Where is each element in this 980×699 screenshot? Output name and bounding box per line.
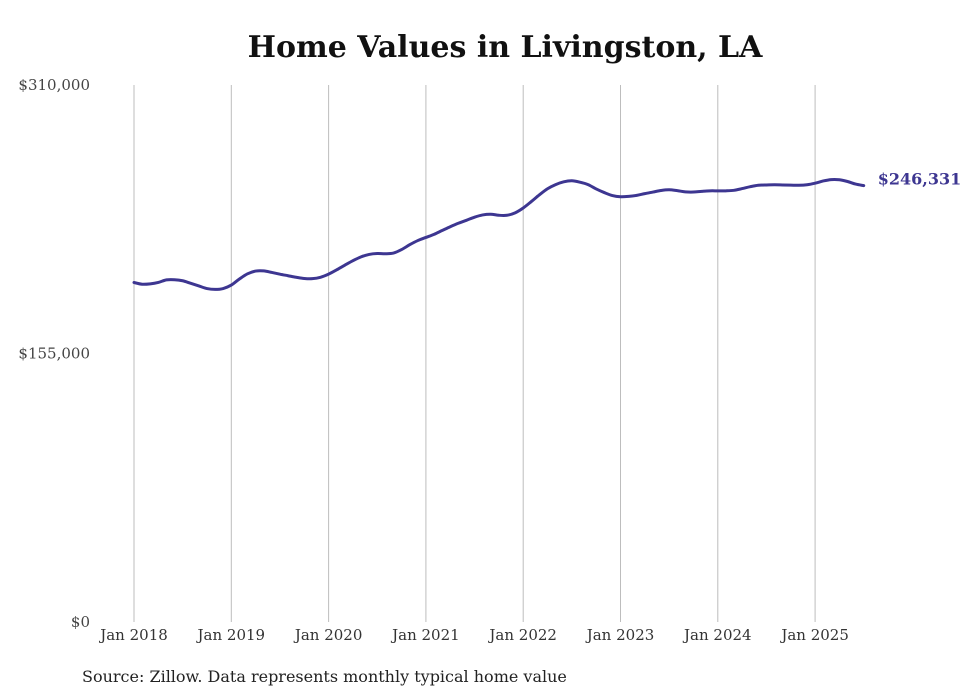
x-axis-ticks: Jan 2018 Jan 2019 Jan 2020 Jan 2021 Jan 2022… <box>98 626 849 644</box>
series-line <box>132 177 866 291</box>
y-tick-label: $310,000 <box>18 76 90 94</box>
x-tick-label: Jan 2022 <box>487 626 557 644</box>
x-tick-label: Jan 2018 <box>98 626 168 644</box>
x-tick-label: Jan 2019 <box>196 626 266 644</box>
x-tick-label: Jan 2021 <box>390 626 460 644</box>
x-tick-label: Jan 2023 <box>585 626 655 644</box>
gridlines <box>133 85 816 622</box>
y-tick-label: $155,000 <box>18 345 90 363</box>
y-axis-ticks: $0 $155,000 $310,000 <box>18 76 90 631</box>
x-tick-label: Jan 2024 <box>682 626 752 644</box>
chart-title: Home Values in Livingston, LA <box>247 30 763 65</box>
series-line-group <box>132 177 866 291</box>
x-tick-label: Jan 2025 <box>779 626 849 644</box>
y-tick-label: $0 <box>71 613 90 631</box>
source-note: Source: Zillow. Data represents monthly … <box>82 667 567 686</box>
end-value-label: $246,331 <box>878 170 962 189</box>
x-tick-label: Jan 2020 <box>293 626 363 644</box>
end-label-group: $246,331 <box>878 170 962 189</box>
